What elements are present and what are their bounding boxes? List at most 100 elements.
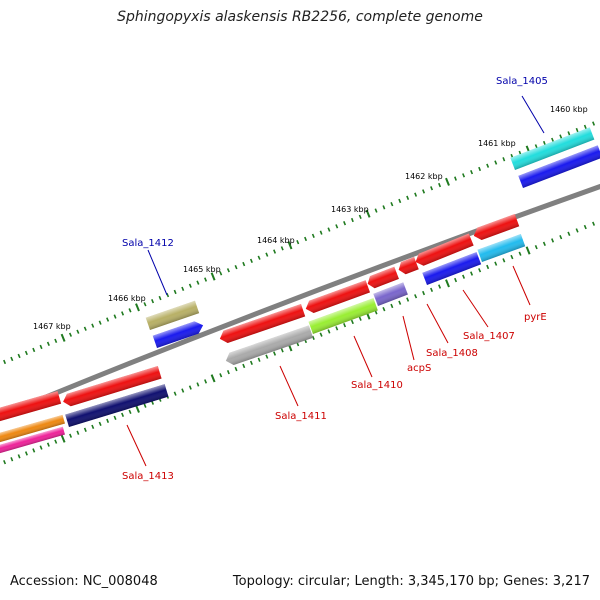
inner-scale-tick [462,274,466,279]
inner-scale-tick [273,351,277,356]
gene-sala-1412[interactable] [145,300,200,330]
leader-sala-1407 [462,289,489,328]
inner-scale-tick [46,442,50,447]
inner-scale-tick [358,316,362,321]
outer-scale-tick [462,173,466,178]
gene-red-g[interactable] [61,366,162,408]
inner-scale-tick [335,326,339,331]
inner-scale-tick [173,391,177,396]
outer-scale-tick [188,283,192,288]
gene-red-d[interactable] [365,266,399,290]
gene-red-c[interactable] [396,257,419,276]
outer-scale-tick [46,341,50,347]
backbone-line [0,183,600,419]
inner-scale-tick [17,454,21,459]
gene-red-f[interactable] [218,304,306,345]
gene-sala-1407[interactable] [422,252,482,285]
outer-scale-tick [583,124,587,129]
outer-scale-tick [76,329,80,334]
outer-scale-tick [470,169,474,175]
outer-scale-tick [173,289,177,295]
outer-scale-tick [32,347,36,353]
inner-scale-tick [478,268,482,273]
outer-scale-tick [551,137,555,143]
outer-scale-tick [398,198,402,204]
outer-scale-tick [143,302,147,307]
gene-sala-1410[interactable] [308,298,378,334]
inner-scale-tick [382,306,386,312]
inner-scale-tick [249,360,253,366]
gene-red-e[interactable] [304,280,371,315]
outer-scale-tick [406,195,410,200]
gene-acpS[interactable] [373,282,408,306]
label-sala-1407: Sala_1407 [463,331,515,342]
outer-scale-tick [296,239,300,245]
gene-sala-1405[interactable] [510,127,595,170]
outer-scale-tick [91,323,95,328]
outer-scale-ticks [3,121,596,365]
outer-scale-tick [327,227,331,232]
outer-scale-tick [106,317,110,322]
outer-scale-tick [374,208,378,213]
outer-scale-tick [121,311,125,316]
topology-label: Topology: circular; Length: 3,345,170 bp… [232,574,590,589]
inner-scale-tick [518,251,522,256]
outer-scale-tick [10,356,14,362]
gene-sala-1411[interactable] [224,325,314,367]
inner-scale-tick [311,335,315,341]
scale-label-1461kbp: 1461 kbp [478,139,516,148]
gene-blue-left[interactable] [152,319,205,348]
inner-scale-tick [494,261,498,266]
outer-scale-tick [226,268,230,273]
inner-scale-tick [242,363,246,369]
scale-label-1465kbp: 1465 kbp [183,265,221,274]
outer-scale-tick [196,280,200,285]
inner-scale-tick [60,434,66,443]
leader-acpS [402,315,415,361]
scale-label-1463kbp: 1463 kbp [331,205,369,214]
inner-scale-tick [204,379,208,384]
outer-scale-tick [502,157,506,162]
outer-scale-tick [265,252,269,257]
outer-scale-tick [534,144,538,149]
gene-features [0,127,600,456]
gene-pink-edge[interactable] [0,426,65,456]
label-acpS: acpS [407,363,431,374]
inner-scale-tick [219,373,223,378]
gene-labels: Sala_1405 Sala_1412 pyrE Sala_1407 Sala_… [122,76,548,482]
inner-scale-tick [486,264,490,270]
label-sala-1410: Sala_1410 [351,380,403,391]
gene-sala-1413[interactable] [65,384,169,427]
inner-scale-tick [113,415,117,421]
leader-sala-1412 [147,249,168,296]
gene-red-a[interactable] [472,214,520,242]
outer-scale-tick [60,333,66,342]
gene-pyrE[interactable] [477,234,526,262]
outer-scale-tick [287,241,293,250]
outer-scale-tick [559,134,563,139]
outer-scale-tick [335,224,339,229]
gene-red-h[interactable] [0,391,62,424]
inner-scale-tick [3,459,7,465]
outer-scale-tick [17,353,21,359]
inner-scale-tick [430,287,434,293]
inner-scale-tick [98,421,102,427]
outer-scale-tick [219,271,223,276]
outer-scale-tick [113,314,117,319]
label-sala-1412: Sala_1412 [122,238,174,249]
outer-scale-tick [358,214,362,220]
gene-blue-upper-right[interactable] [518,145,600,188]
inner-scale-tick [575,228,579,233]
outer-scale-tick [486,163,490,168]
outer-scale-tick [454,176,457,181]
gene-red-b[interactable] [413,233,474,268]
gene-orange-edge[interactable] [0,414,65,445]
inner-scale-tick [414,294,418,299]
outer-scale-tick [68,332,73,337]
inner-scale-tick [559,234,563,240]
outer-scale-tick [128,308,132,313]
outer-scale-tick [542,140,546,146]
map-footer: Accession: NC_008048 Topology: circular;… [10,574,590,592]
outer-scale-tick [422,189,426,194]
